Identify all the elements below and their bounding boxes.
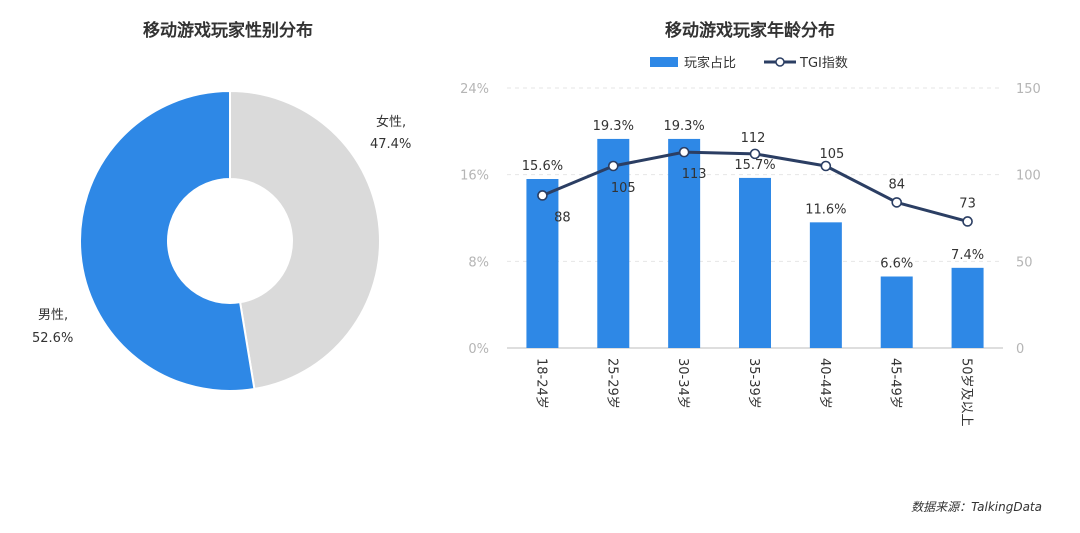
bar-value-label: 6.6% bbox=[880, 257, 913, 272]
tgi-value-label: 113 bbox=[682, 167, 707, 182]
tgi-value-label: 84 bbox=[888, 177, 905, 192]
legend-line-marker bbox=[775, 57, 785, 67]
legend-bar-swatch bbox=[650, 57, 678, 67]
bar-value-label: 15.7% bbox=[734, 158, 775, 173]
left-tick-label: 0% bbox=[468, 342, 489, 357]
right-tick-label: 0 bbox=[1016, 342, 1024, 357]
male-label: 男性, bbox=[38, 308, 68, 323]
tgi-marker bbox=[607, 160, 619, 172]
tgi-marker bbox=[820, 160, 832, 172]
age-category-label: 35-39岁 bbox=[746, 358, 761, 409]
tgi-marker bbox=[537, 190, 548, 201]
bar-value-label: 11.6% bbox=[805, 202, 846, 217]
right-tick-label: 50 bbox=[1016, 255, 1033, 270]
bar-value-label: 19.3% bbox=[663, 119, 704, 134]
female-label: 女性, bbox=[376, 114, 406, 130]
age-bar bbox=[809, 222, 842, 348]
tgi-marker bbox=[891, 197, 903, 208]
female-value: 47.4% bbox=[370, 137, 411, 152]
age-bar bbox=[526, 179, 559, 348]
tgi-value-label: 105 bbox=[611, 181, 636, 196]
age-bar bbox=[597, 138, 630, 348]
gender-donut-chart: 女性, 47.4% 男性, 52.6% bbox=[32, 89, 411, 392]
female-slice bbox=[229, 89, 381, 391]
gender-chart-title: 移动游戏玩家性别分布 bbox=[143, 21, 313, 41]
age-bar bbox=[739, 177, 771, 348]
age-bar bbox=[880, 276, 913, 348]
right-tick-label: 100 bbox=[1016, 169, 1041, 184]
tgi-value-label: 105 bbox=[819, 147, 844, 162]
left-tick-label: 8% bbox=[468, 255, 489, 270]
right-tick-label: 150 bbox=[1016, 82, 1041, 97]
bar-value-label: 19.3% bbox=[593, 119, 634, 134]
male-value: 52.6% bbox=[32, 331, 73, 346]
age-bar bbox=[668, 138, 701, 348]
age-combo-chart: 玩家占比 TGI指数 0% 8% 16% 24% 0 50 100 150 15.6% 19.… bbox=[460, 55, 1041, 427]
male-slice bbox=[79, 89, 256, 392]
data-source-note: 数据来源：TalkingData bbox=[911, 500, 1042, 514]
age-category-label: 40-44岁 bbox=[817, 358, 832, 409]
legend-bar-label: 玩家占比 bbox=[684, 55, 736, 71]
left-tick-label: 24% bbox=[460, 82, 489, 97]
age-category-label: 18-24岁 bbox=[533, 358, 548, 409]
bar-value-label: 7.4% bbox=[951, 248, 984, 263]
legend-line-label: TGI指数 bbox=[799, 56, 848, 71]
age-chart-title: 移动游戏玩家年龄分布 bbox=[665, 21, 835, 41]
tgi-value-label: 88 bbox=[554, 210, 571, 225]
age-category-label: 50岁及以上 bbox=[959, 358, 974, 427]
age-category-label: 30-34岁 bbox=[675, 358, 690, 409]
bar-value-label: 15.6% bbox=[522, 159, 563, 174]
age-bar bbox=[951, 267, 984, 348]
tgi-marker bbox=[749, 148, 761, 160]
tgi-marker bbox=[962, 216, 973, 227]
tgi-value-label: 112 bbox=[741, 131, 766, 146]
age-category-label: 25-29岁 bbox=[604, 358, 619, 409]
left-tick-label: 16% bbox=[460, 169, 489, 184]
tgi-value-label: 73 bbox=[959, 196, 976, 211]
tgi-marker bbox=[678, 146, 690, 158]
age-category-label: 45-49岁 bbox=[888, 358, 903, 409]
